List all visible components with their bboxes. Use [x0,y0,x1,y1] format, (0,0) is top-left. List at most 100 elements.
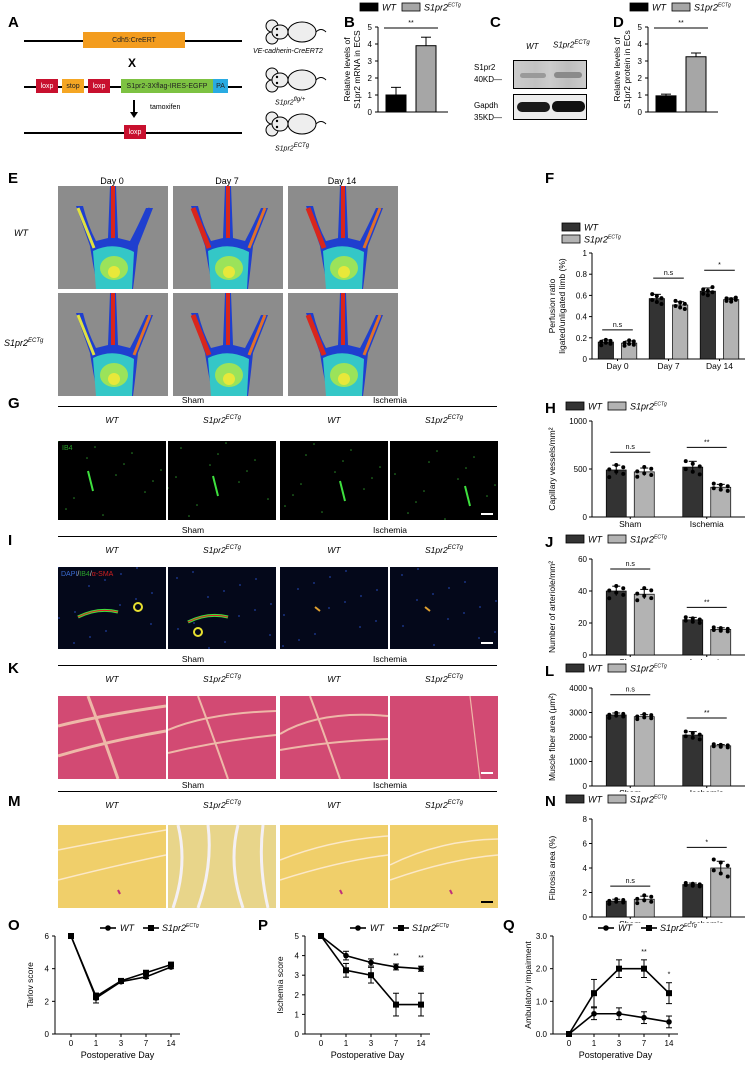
data-point [711,868,716,873]
legend-label-tg: S1pr2ECTg [630,664,667,674]
group-underline [58,665,325,666]
column-label: S1pr2ECTg [424,415,464,425]
legend-swatch-wt [561,222,581,232]
y-tick-label: 0 [368,108,373,117]
y-tick-label: 3 [295,971,300,980]
data-point [614,462,619,467]
histology-image-m [280,825,388,908]
y-tick-label: 2 [45,997,50,1006]
data-point [621,592,626,597]
chart-n-fibrosis: WTS1pr2ECTg02468Shamn.sIschemia*Fibrosis… [546,793,751,929]
panel-letter-g: G [8,395,20,412]
x-tick-label: Sham [619,788,641,792]
panel-letter-i: I [8,532,13,549]
data-point [621,714,626,719]
histology-image-k [390,696,498,779]
perfusion-image [288,293,398,396]
data-point [683,615,688,620]
x-tick-label: 1 [94,1039,99,1048]
significance-label: ** [418,955,424,962]
data-point [635,598,640,603]
histology-image-k [280,696,388,779]
y-tick-label: 5 [638,23,643,32]
group-underline [280,406,497,407]
group-underline [280,791,497,792]
blot-col-tg: S1pr2ECTg [553,40,590,50]
significance-label: * [668,972,671,979]
legend-swatch-tg [561,234,581,244]
bar [385,94,407,113]
data-point [635,469,640,474]
data-point [599,343,604,348]
legend-marker-circle [603,925,609,931]
data-point [724,296,729,301]
marker-square [418,1001,424,1008]
series-line [568,967,670,1035]
legend-swatch-wt [565,794,585,804]
mouse-label-ectg: S1pr2ECTg [275,143,310,153]
data-point [725,874,730,879]
data-point [607,901,612,906]
legend-label-tg: S1pr2ECTg [630,795,667,805]
marker-square [68,933,74,939]
histology-image-i: DAPI/IB4/α-SMA [58,567,166,649]
y-tick-label: 4 [583,864,588,873]
y-tick-label: 0 [583,355,588,364]
marker-square [393,1001,399,1008]
histology-image-i [168,567,276,649]
legend-label-tg: S1pr2ECTg [694,3,731,13]
legend-label-tg: S1pr2ECTg [424,3,461,13]
y-tick-label: 0 [583,913,588,922]
y-tick-label: 60 [578,555,587,564]
y-tick-label: 3000 [569,709,587,718]
s1pr2-cassette-box: S1pr2-3Xflag-IRES-EGFP [121,79,213,93]
significance-label: n.s [626,444,636,451]
data-point [711,486,716,491]
data-point [621,900,626,905]
y-axis-label: Tarlov score [25,962,35,1008]
series-line [70,935,172,1000]
x-axis-label: Postoperative Day [81,1050,155,1060]
data-point [690,461,695,466]
data-point [627,341,632,346]
column-label: S1pr2ECTg [202,545,242,555]
data-point [614,713,619,718]
data-point [642,712,647,717]
y-axis-label: S1pr2 protein in ECs [622,30,632,108]
marker-square [318,933,324,939]
histology-image-g [168,441,276,520]
data-point [711,625,716,630]
y-tick-label: 6 [583,840,588,849]
chart-l-muscle-fiber: WT S1pr2ECTg 0 1000 2000 3000 4000 Sham n.s Ische… [546,662,751,798]
y-axis-label: Capillary vessels/mm² [547,427,557,510]
x-tick-label: 1 [592,1039,597,1048]
legend-label-tg: S1pr2ECTg [162,923,199,933]
significance-label: ** [704,599,710,606]
data-point [683,883,688,888]
blot-row-gapdh: Gapdh 35KD— [474,101,503,122]
y-axis-label: Relative levels of [612,37,622,102]
perfusion-image [173,186,283,289]
legend-label-tg: S1pr2ECTg [630,402,667,412]
significance-label: ** [704,710,710,717]
panel-letter-e: E [8,170,19,187]
bar [682,884,704,918]
legend-swatch-wt [565,663,585,673]
significance-label: n.s [626,561,636,568]
data-point [603,340,608,345]
bar [633,593,655,656]
data-point [608,341,613,346]
data-point [631,342,636,347]
data-point [635,901,640,906]
y-tick-label: 3 [368,57,373,66]
marker-square [93,993,99,1000]
x-tick-label: Ischemia [690,519,724,527]
x-tick-label: Sham [619,657,641,660]
histology-image-k [168,696,276,779]
data-point [697,884,702,889]
bar [605,590,627,656]
data-point [649,588,654,593]
x-tick-label: 14 [665,1039,674,1048]
data-point [642,471,647,476]
panel-letter-q: Q [503,917,515,934]
